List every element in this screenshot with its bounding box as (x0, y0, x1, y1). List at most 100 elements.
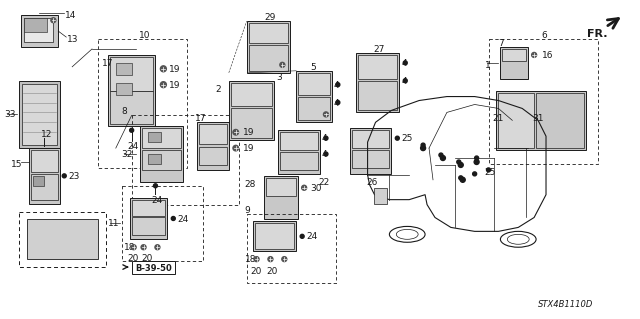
Bar (110, 91, 154, 124)
Circle shape (457, 160, 461, 164)
Text: 26: 26 (367, 178, 378, 187)
Text: 31: 31 (532, 115, 543, 123)
Text: 17: 17 (102, 59, 113, 68)
Text: 29: 29 (264, 13, 276, 22)
Bar (264, 176, 298, 219)
Bar (24, 18, 47, 32)
Text: 7: 7 (499, 39, 504, 48)
Bar (266, 178, 296, 196)
Bar (132, 218, 165, 235)
Bar (280, 152, 318, 170)
Bar (536, 93, 584, 148)
Circle shape (323, 112, 328, 117)
Circle shape (172, 217, 175, 220)
Bar (199, 147, 227, 165)
Bar (358, 81, 397, 110)
Text: 15: 15 (11, 160, 22, 169)
Circle shape (336, 83, 340, 87)
Text: 32: 32 (122, 150, 133, 159)
Text: 23: 23 (68, 172, 79, 181)
Bar (33, 176, 44, 186)
Circle shape (300, 234, 304, 238)
Circle shape (130, 128, 134, 132)
Bar (352, 130, 389, 148)
Circle shape (460, 177, 465, 182)
Circle shape (532, 52, 536, 57)
Circle shape (280, 62, 285, 67)
Text: 28: 28 (244, 180, 256, 189)
Circle shape (141, 245, 146, 250)
Text: 19: 19 (243, 144, 254, 153)
Circle shape (474, 160, 479, 165)
Bar (488, 39, 598, 164)
Bar (499, 93, 534, 148)
Circle shape (420, 145, 426, 151)
Bar (248, 23, 288, 43)
Text: 12: 12 (40, 130, 52, 139)
Circle shape (324, 136, 328, 140)
Text: 24: 24 (128, 142, 139, 151)
Circle shape (282, 257, 287, 262)
Bar (248, 45, 288, 71)
Circle shape (131, 245, 136, 250)
Text: 3: 3 (276, 73, 282, 82)
Bar (352, 150, 389, 168)
Bar (116, 63, 132, 75)
Circle shape (403, 79, 407, 83)
Bar (98, 39, 187, 168)
Text: 21: 21 (493, 115, 504, 123)
Text: 8: 8 (122, 108, 127, 116)
Bar (20, 15, 58, 47)
Bar (374, 188, 387, 204)
Bar (130, 198, 167, 239)
Text: 4: 4 (401, 59, 407, 68)
Bar (197, 122, 229, 170)
Text: 19: 19 (170, 65, 181, 74)
Circle shape (486, 168, 490, 172)
Text: 18: 18 (124, 243, 135, 252)
Bar (19, 211, 106, 267)
Bar (140, 126, 183, 182)
Text: 18: 18 (244, 255, 256, 264)
Circle shape (51, 18, 56, 23)
Text: 4: 4 (334, 81, 339, 90)
Circle shape (62, 174, 66, 178)
Bar (356, 53, 399, 112)
Text: 14: 14 (65, 11, 77, 20)
Text: 16: 16 (542, 51, 554, 60)
Text: 1: 1 (484, 61, 490, 70)
Bar (141, 128, 181, 148)
Bar (19, 81, 60, 148)
Polygon shape (546, 100, 572, 140)
Bar (298, 73, 330, 94)
Text: 2: 2 (215, 85, 221, 94)
Bar (255, 223, 294, 249)
Text: 4: 4 (322, 150, 328, 159)
Circle shape (439, 153, 443, 157)
Text: 20: 20 (251, 267, 262, 276)
Bar (349, 128, 392, 174)
Circle shape (268, 257, 273, 262)
Text: 6: 6 (541, 31, 547, 40)
Text: FR.: FR. (588, 29, 608, 39)
Circle shape (242, 85, 262, 105)
Circle shape (161, 82, 166, 88)
Text: 19: 19 (170, 81, 181, 90)
Bar (22, 84, 58, 145)
Circle shape (233, 130, 239, 135)
Bar (246, 213, 336, 283)
Text: 24: 24 (177, 214, 189, 224)
Bar (278, 130, 320, 174)
Bar (24, 18, 53, 42)
Bar (122, 186, 203, 261)
Circle shape (403, 61, 407, 65)
Bar (27, 219, 98, 259)
Bar (108, 55, 156, 126)
Text: 4: 4 (334, 99, 339, 108)
Bar (296, 71, 332, 122)
Circle shape (254, 257, 259, 262)
Bar (147, 154, 161, 164)
Text: B-39-50: B-39-50 (135, 263, 172, 272)
Text: 22: 22 (318, 178, 329, 187)
Bar (280, 132, 318, 150)
